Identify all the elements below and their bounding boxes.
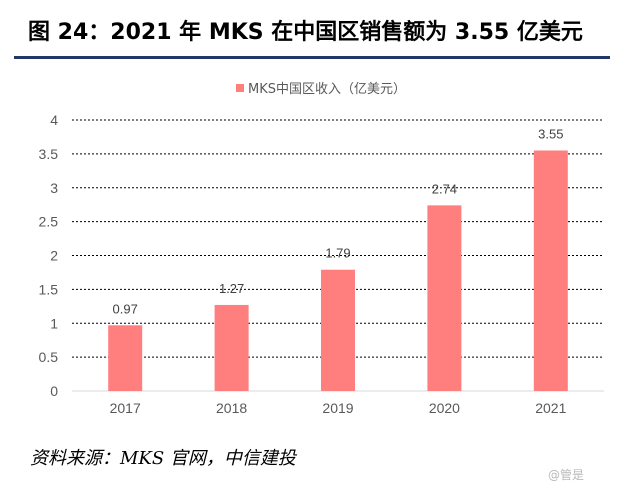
- x-axis-ticks: 2017 2018 2019 2020 2021: [110, 400, 567, 416]
- data-label: 3.55: [538, 126, 563, 141]
- x-tick-label: 2021: [535, 400, 566, 416]
- legend-swatch: [236, 84, 244, 92]
- bars: [108, 150, 568, 391]
- watermark: @管是: [548, 468, 585, 482]
- data-labels: 0.97 1.27 1.79 2.74 3.55: [113, 126, 564, 316]
- y-tick-label: 1: [50, 315, 58, 331]
- title-rule: [14, 56, 610, 59]
- data-label: 1.79: [325, 246, 350, 261]
- y-tick-label: 0.5: [39, 349, 59, 365]
- figure-title: 图 24：2021 年 MKS 在中国区销售额为 3.55 亿美元: [28, 20, 583, 45]
- bar: [321, 269, 355, 391]
- y-tick-label: 3.5: [39, 146, 59, 162]
- x-tick-label: 2018: [216, 400, 247, 416]
- bar: [214, 304, 249, 391]
- bar: [427, 205, 462, 391]
- legend-label: MKS中国区收入（亿美元）: [248, 82, 406, 97]
- y-tick-label: 2.5: [39, 214, 59, 230]
- data-label: 0.97: [113, 301, 138, 316]
- legend: MKS中国区收入（亿美元）: [236, 82, 406, 97]
- data-label: 2.74: [432, 181, 457, 196]
- x-tick-label: 2019: [322, 400, 353, 416]
- y-tick-label: 1.5: [39, 281, 59, 297]
- x-tick-label: 2017: [110, 400, 141, 416]
- y-axis-ticks: 0 0.5 1 1.5 2 2.5 3 3.5 4: [39, 112, 59, 399]
- y-tick-label: 4: [50, 112, 58, 128]
- y-tick-label: 0: [50, 383, 58, 399]
- x-tick-label: 2020: [429, 400, 460, 416]
- y-tick-label: 3: [50, 180, 58, 196]
- bar: [108, 325, 143, 391]
- bar: [533, 150, 568, 391]
- data-label: 1.27: [219, 281, 244, 296]
- source-note: 资料来源：MKS 官网，中信建投: [30, 448, 296, 469]
- y-tick-label: 2: [50, 248, 58, 264]
